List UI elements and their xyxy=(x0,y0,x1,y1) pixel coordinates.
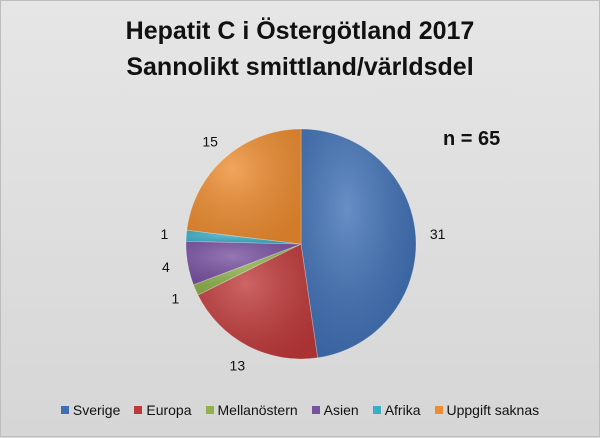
chart-title: Hepatit C i Östergötland 2017 Sannolikt … xyxy=(1,13,599,85)
legend-item-asien: Asien xyxy=(311,402,359,418)
legend-swatch-asien xyxy=(311,406,320,414)
pie-slice-shading-uppgift-saknas xyxy=(186,128,301,244)
legend-swatch-uppgift-saknas xyxy=(434,406,443,414)
data-label-sverige: 31 xyxy=(430,226,446,242)
legend-label-afrika: Afrika xyxy=(384,402,421,418)
legend-label-asien: Asien xyxy=(323,402,359,418)
pie-slice-shading-mellanöstern xyxy=(193,244,301,295)
legend-label-uppgift-saknas: Uppgift saknas xyxy=(446,402,540,418)
legend-label-europa: Europa xyxy=(146,402,192,418)
legend-swatch-europa xyxy=(134,406,143,414)
data-label-europa: 13 xyxy=(230,357,246,373)
pie-slice-shading-europa xyxy=(197,244,318,359)
data-label-mellanöstern: 1 xyxy=(172,291,180,307)
sample-size-label: n = 65 xyxy=(443,128,501,150)
legend-swatch-sverige xyxy=(60,406,69,414)
chart-title-line-1: Hepatit C i Östergötland 2017 xyxy=(125,17,475,45)
chart-title-line-2: Sannolikt smittland/världsdel xyxy=(126,53,474,81)
data-label-afrika: 1 xyxy=(160,226,168,242)
pie-slice-shading-afrika xyxy=(186,230,301,244)
data-label-asien: 4 xyxy=(162,259,170,275)
chart-legend: Sverige Europa Mellanöstern Asien Afrika Uppg… xyxy=(1,402,599,418)
legend-item-afrika: Afrika xyxy=(372,402,421,418)
legend-item-mellanöstern: Mellanöstern xyxy=(205,402,298,418)
pie-slice-shading-asien xyxy=(186,241,301,285)
legend-label-mellanöstern: Mellanöstern xyxy=(217,402,298,418)
legend-label-sverige: Sverige xyxy=(72,402,121,418)
data-label-uppgift-saknas: 15 xyxy=(202,133,218,149)
pie-slice-shading-sverige xyxy=(301,129,416,358)
legend-item-europa: Europa xyxy=(134,402,192,418)
legend-item-sverige: Sverige xyxy=(60,402,121,418)
legend-swatch-mellanöstern xyxy=(205,406,214,414)
legend-item-uppgift-saknas: Uppgift saknas xyxy=(434,402,540,418)
legend-swatch-afrika xyxy=(372,406,381,414)
